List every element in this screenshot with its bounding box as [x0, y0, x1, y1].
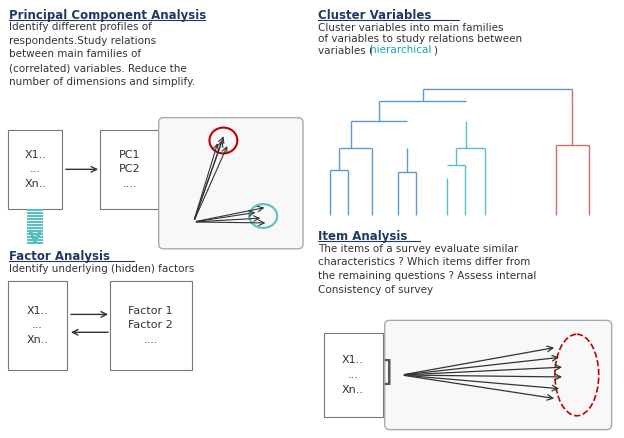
Text: The items of a survey evaluate similar
characteristics ? Which items differ from: The items of a survey evaluate similar c…: [318, 244, 537, 295]
FancyBboxPatch shape: [8, 130, 62, 209]
Text: Item Analysis: Item Analysis: [318, 230, 407, 243]
Text: X1..
...
Xn..: X1.. ... Xn..: [26, 306, 48, 345]
Text: Cluster Variables: Cluster Variables: [318, 9, 431, 22]
FancyBboxPatch shape: [110, 281, 192, 370]
Text: Identify different profiles of
respondents.Study relations
between main families: Identify different profiles of responden…: [9, 22, 195, 87]
FancyBboxPatch shape: [384, 320, 612, 430]
Text: of variables to study relations between: of variables to study relations between: [318, 34, 522, 44]
Text: variables (: variables (: [318, 45, 373, 55]
Text: ]: ]: [382, 359, 392, 387]
Text: Factor Analysis: Factor Analysis: [9, 250, 110, 263]
FancyBboxPatch shape: [8, 281, 67, 370]
Text: Factor 1
Factor 2
....: Factor 1 Factor 2 ....: [129, 306, 173, 345]
Text: X1..
...
Xn..: X1.. ... Xn..: [24, 149, 46, 189]
Text: hierarchical: hierarchical: [370, 45, 431, 55]
Text: PC1
PC2
....: PC1 PC2 ....: [119, 149, 140, 189]
FancyBboxPatch shape: [158, 118, 303, 249]
Text: X1..
...
Xn..: X1.. ... Xn..: [342, 355, 364, 395]
Text: Identify underlying (hidden) factors: Identify underlying (hidden) factors: [9, 264, 195, 274]
Text: ): ): [434, 45, 437, 55]
Text: Principal Component Analysis: Principal Component Analysis: [9, 9, 207, 22]
FancyBboxPatch shape: [100, 130, 160, 209]
Text: Cluster variables into main families: Cluster variables into main families: [318, 23, 504, 33]
FancyBboxPatch shape: [324, 333, 383, 417]
